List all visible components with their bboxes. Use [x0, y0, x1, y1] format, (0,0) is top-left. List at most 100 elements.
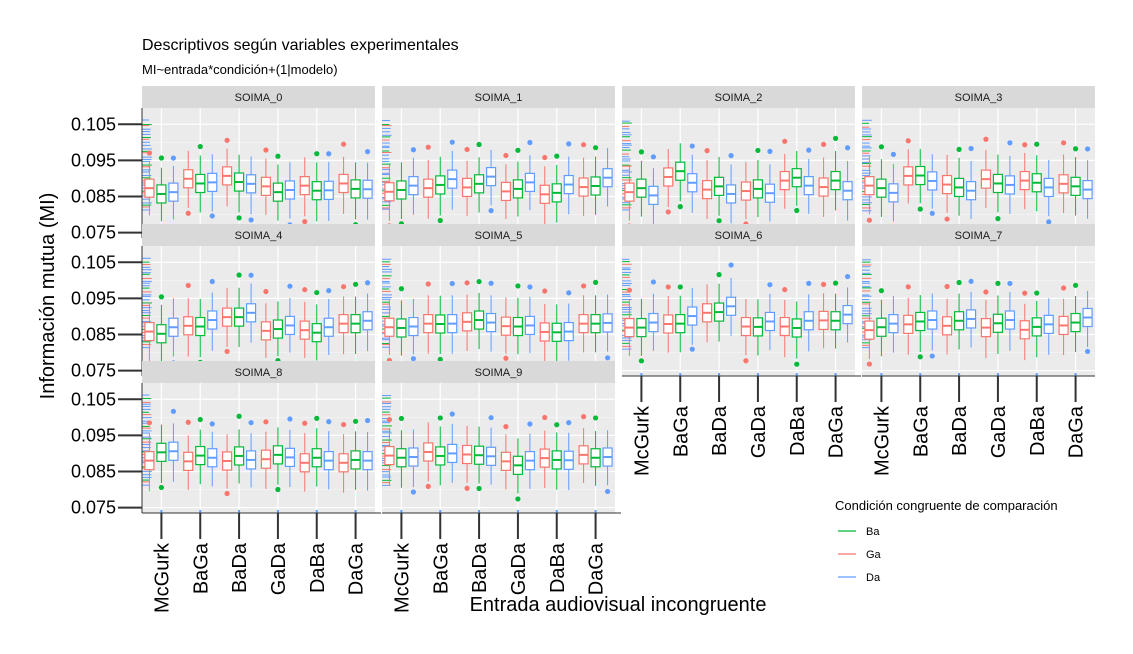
box-da-baga [687, 288, 698, 352]
box-ga-gada [980, 136, 992, 209]
facet-panel-soima_8: SOIMA_8 0.075 0.085 0.095 0.105 McGurk BaGa BaD… [71, 361, 381, 613]
box-ga-baga [183, 419, 194, 491]
box-ba-daba [311, 151, 322, 222]
y-axis-title: Información mutua (MI) [37, 193, 59, 400]
box-da-baga [447, 139, 458, 210]
outlier-point [364, 280, 371, 286]
outlier-point [449, 139, 455, 145]
box-ga-mcgurk [144, 420, 155, 492]
box-ga-gada [260, 419, 272, 489]
box-ga-bada [221, 287, 233, 355]
outlier-point [677, 284, 683, 290]
outlier-point [476, 485, 482, 492]
outlier-point [146, 420, 153, 426]
box-ba-baga [675, 284, 686, 353]
facet-panel-soima_9: SOIMA_9 McGurk BaGa BaDa GaDa DaBa DaGa [382, 361, 621, 613]
outlier-point [364, 417, 371, 424]
box-da-gada [764, 148, 776, 222]
outlier-point [488, 208, 494, 214]
outlier-point [185, 419, 191, 425]
box-ba-gada [992, 280, 1004, 354]
box-ga-baga [663, 284, 674, 353]
facet-label: SOIMA_3 [955, 92, 1003, 104]
facet-panel-soima_1: SOIMA_1 [382, 86, 615, 238]
box-ga-bada [461, 280, 473, 351]
box-ga-daga [578, 414, 589, 483]
facet-strip [142, 86, 375, 108]
box-da-mcgurk [168, 155, 179, 220]
box-ga-daba [539, 154, 550, 225]
outlier-point [1007, 140, 1013, 146]
box-ba-gada [272, 153, 284, 221]
outlier-point [352, 281, 359, 287]
x-tick-label: GaDa [268, 542, 290, 595]
outlier-point [224, 137, 230, 143]
outlier-point [185, 210, 191, 216]
facet-label: SOIMA_7 [955, 230, 1003, 242]
outlier-point [515, 147, 521, 153]
box-ga-daba [539, 288, 550, 362]
box-ba-daga [1070, 282, 1081, 353]
box-ba-bada [233, 154, 245, 221]
box-ba-mcgurk [156, 294, 167, 364]
box-ba-gada [512, 147, 524, 217]
y-tick-label: 0.095 [71, 425, 116, 445]
legend-label-ga: Ga [866, 549, 882, 561]
outlier-point [224, 348, 230, 355]
outlier-point [503, 152, 509, 159]
box-da-gada [284, 283, 296, 353]
facet-strip [622, 86, 855, 108]
outlier-point [476, 278, 482, 285]
y-tick-label: 0.085 [71, 461, 116, 481]
x-tick-label: DaGa [1066, 405, 1088, 458]
box-ba-daga [830, 280, 841, 349]
box-ga-baga [183, 282, 194, 357]
box-ba-daba [311, 289, 322, 361]
outlier-point [716, 218, 722, 224]
outlier-point [956, 146, 962, 152]
outlier-point [968, 145, 974, 152]
outlier-point [437, 217, 443, 224]
box-da-bada [485, 415, 497, 485]
box-da-baga [447, 280, 458, 354]
box-ga-mcgurk [624, 287, 635, 356]
panel-background [622, 246, 855, 376]
box-ba-daba [1031, 290, 1042, 358]
box-ga-daba [779, 287, 790, 358]
box-da-baga [687, 143, 698, 213]
outlier-point [527, 284, 533, 290]
x-tick-label: DaBa [307, 542, 329, 593]
box-ga-gada [500, 297, 512, 361]
x-tick-label: BaGa [670, 405, 692, 457]
outlier-point [968, 278, 974, 284]
x-tick-label: DaBa [1027, 405, 1049, 456]
outlier-point [170, 408, 177, 414]
box-da-gada [1004, 140, 1016, 214]
outlier-point [878, 144, 885, 150]
box-da-daga [602, 294, 613, 361]
y-tick-label: 0.085 [71, 324, 116, 344]
box-ga-daga [338, 284, 349, 355]
outlier-point [542, 154, 548, 161]
facet-panel-soima_4: SOIMA_4 0.075 0.085 0.095 0.105 [71, 224, 375, 381]
box-ba-baga [675, 143, 686, 210]
box-da-daga [362, 149, 373, 220]
box-ba-bada [713, 156, 725, 224]
box-da-bada [725, 262, 737, 336]
outlier-point [689, 346, 695, 352]
outlier-point [1072, 146, 1079, 152]
outlier-point [542, 288, 548, 294]
panel-background [622, 108, 855, 238]
box-da-bada [485, 280, 497, 352]
facet-label: SOIMA_0 [235, 92, 283, 104]
outlier-point [794, 207, 800, 214]
box-da-bada [245, 156, 257, 223]
outlier-point [917, 354, 923, 360]
outlier-point [464, 146, 470, 153]
facet-panel-soima_2: SOIMA_2 [622, 86, 855, 238]
box-ga-bada [461, 425, 473, 491]
outlier-point [425, 144, 431, 150]
box-ba-baga [435, 295, 446, 363]
box-ba-mcgurk [636, 149, 647, 217]
outlier-point [449, 411, 455, 417]
